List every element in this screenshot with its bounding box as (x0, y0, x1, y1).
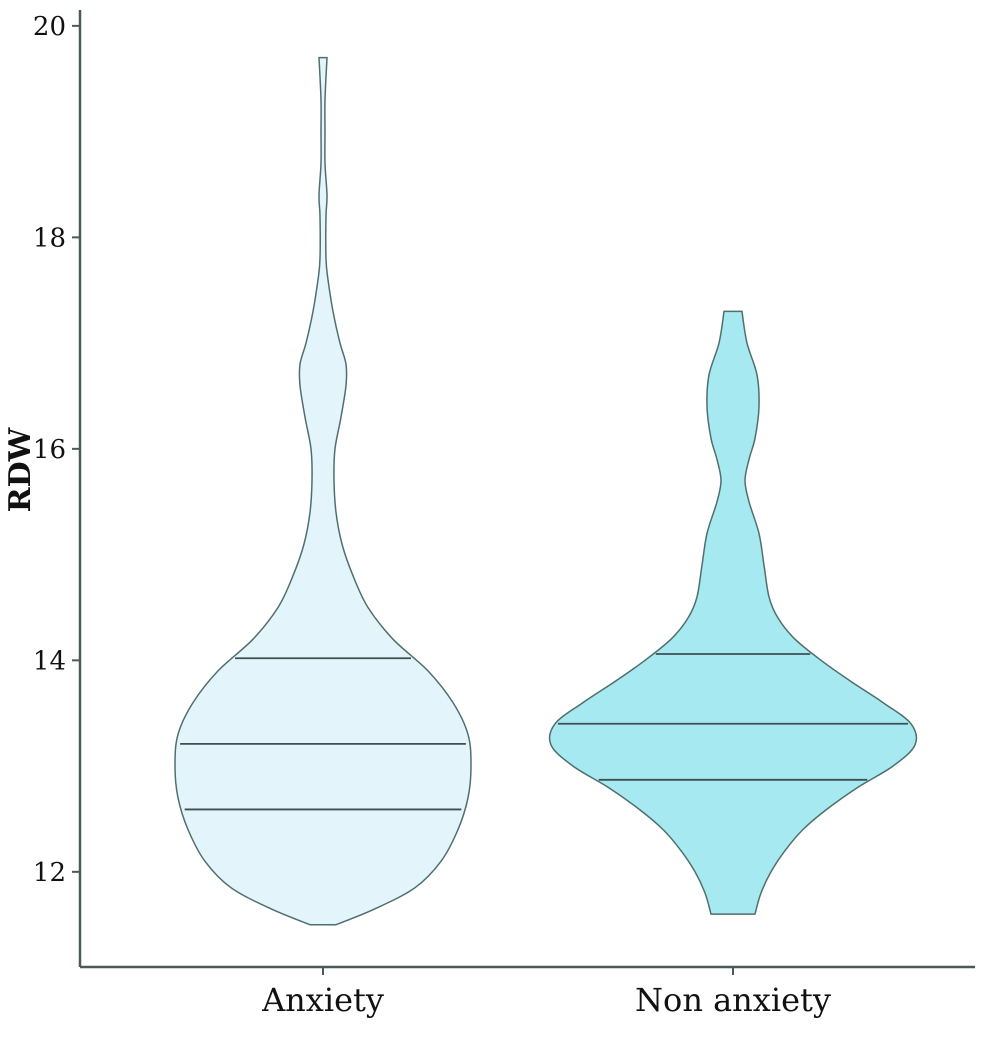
y-tick-label-12: 12 (33, 858, 66, 888)
y-tick-label-20: 20 (33, 12, 66, 42)
x-category-label-0: Anxiety (261, 981, 384, 1019)
violin-non-anxiety (548, 310, 918, 915)
violin-anxiety (174, 56, 472, 926)
y-tick-label-14: 14 (33, 646, 66, 676)
y-tick-label-16: 16 (33, 435, 66, 465)
violins-layer (174, 56, 918, 926)
x-category-label-1: Non anxiety (635, 981, 831, 1019)
axes-layer: 12 14 16 18 20 Anxiety Non anxiety (33, 10, 975, 1019)
y-axis-title: RDW (3, 426, 38, 512)
y-tick-label-18: 18 (33, 223, 66, 253)
